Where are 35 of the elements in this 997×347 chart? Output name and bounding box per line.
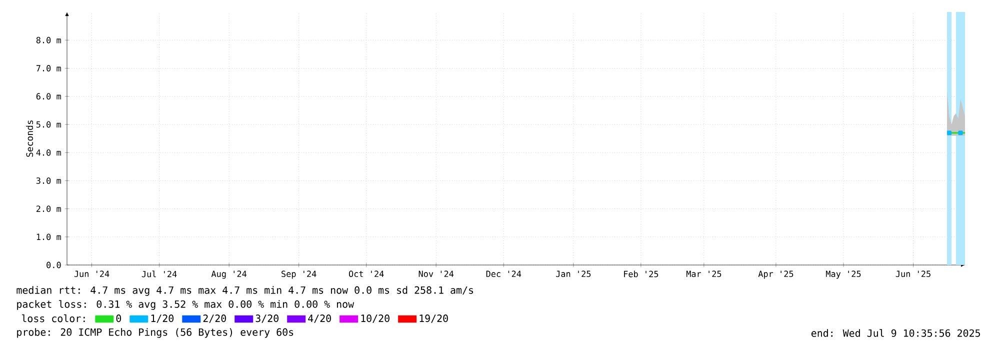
legend-title: loss color: xyxy=(22,314,85,322)
x-tick-label: Nov '24 xyxy=(418,270,454,278)
x-tick-label: Mar '25 xyxy=(686,270,722,278)
x-tick-label: Feb '25 xyxy=(624,270,658,278)
y-axis-title: Seconds xyxy=(26,120,34,157)
x-tick-label: Dec '24 xyxy=(486,270,522,278)
text: end: Wed Jul 9 10:35:56 2025 xyxy=(811,329,980,337)
y-tick-label: 7.0 m xyxy=(36,65,61,72)
y-tick-label: 2.0 m xyxy=(36,206,61,212)
y-tick-label: 3.0 m xyxy=(36,177,61,184)
x-tick-label: Sep '24 xyxy=(282,270,316,279)
y-tick-label: 5.0 m xyxy=(36,121,61,128)
legend-label: 1/20 xyxy=(151,314,174,323)
x-tick-label: Aug '24 xyxy=(211,270,246,279)
x-tick-label: Oct '24 xyxy=(348,270,384,278)
legend-label: 19/20 xyxy=(420,314,448,323)
y-tick-label: 8.0 m xyxy=(36,36,61,44)
x-tick-label: Jul '24 xyxy=(142,270,177,278)
legend-label: 10/20 xyxy=(361,314,390,323)
x-tick-label: Jan '25 xyxy=(556,270,591,278)
legend-label: 0 xyxy=(116,314,122,322)
x-tick-label: Apr '25 xyxy=(758,270,794,279)
text: probe: 20 ICMP Echo Pings (56 Bytes) every 60s xyxy=(17,328,294,338)
y-tick-label: 4.0 m xyxy=(36,149,61,156)
x-tick-label: May '25 xyxy=(826,270,861,279)
legend-label: 3/20 xyxy=(256,314,278,323)
y-tick-label: 0.0 xyxy=(46,262,61,268)
x-tick-label: Jun '25 xyxy=(896,270,930,278)
legend-label: 2/20 xyxy=(203,314,226,323)
text: packet loss: 0.31 % avg 3.52 % max 0.00 % min 0.00 % now xyxy=(17,300,354,310)
text: median rtt: 4.7 ms avg 4.7 ms max 4.7 ms min 4.7 ms now 0.0 ms sd 258.1 am/s xyxy=(16,286,474,296)
legend-label: 4/20 xyxy=(308,314,331,323)
y-tick-label: 1.0 m xyxy=(36,234,61,240)
y-tick-label: 6.0 m xyxy=(36,93,61,100)
x-tick-label: Jun '24 xyxy=(74,270,110,278)
